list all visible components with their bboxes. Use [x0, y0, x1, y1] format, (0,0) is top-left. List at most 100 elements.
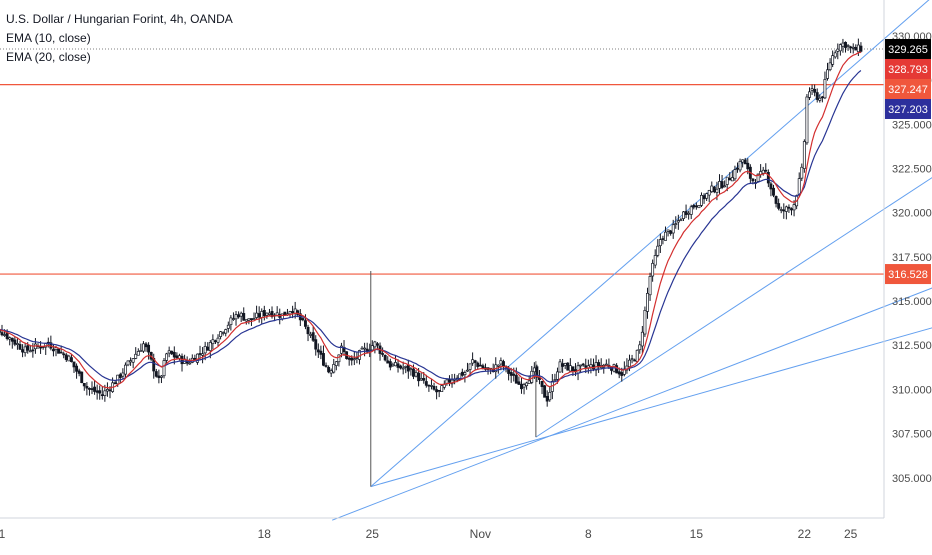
candle — [676, 214, 680, 230]
candle-body — [172, 352, 176, 358]
candle — [172, 346, 176, 365]
candle — [514, 367, 518, 384]
candle — [23, 343, 27, 357]
candle-body — [658, 239, 662, 247]
candle — [450, 373, 454, 388]
candle — [710, 181, 714, 194]
candle — [15, 337, 19, 350]
candle — [718, 174, 721, 194]
candle-body — [167, 350, 171, 354]
candle — [687, 210, 691, 220]
candle — [226, 321, 230, 333]
candle-body — [579, 364, 583, 367]
candle-body — [365, 348, 369, 353]
candle — [463, 370, 467, 383]
candle-body — [460, 371, 464, 376]
candle-body — [674, 223, 678, 225]
price-tag-bg — [885, 58, 931, 79]
candle — [67, 354, 71, 362]
indicator-ema20-label[interactable]: EMA (20, close) — [6, 50, 91, 64]
candle — [846, 44, 850, 51]
candle-body — [823, 79, 827, 99]
candle-body — [571, 366, 575, 371]
candle — [689, 204, 693, 220]
candle-body — [100, 394, 104, 397]
candle — [764, 163, 768, 174]
candle — [633, 358, 637, 362]
candle — [31, 343, 35, 358]
candle — [756, 173, 760, 182]
candle — [445, 379, 449, 386]
candle — [777, 198, 781, 211]
candle — [592, 358, 595, 372]
candle-body — [499, 360, 503, 365]
candle — [728, 172, 732, 181]
candle-body — [833, 52, 837, 58]
candle — [430, 378, 433, 390]
candle — [332, 358, 336, 374]
candle-body — [288, 311, 292, 315]
candle — [671, 219, 675, 239]
price-tag-label: 316.528 — [888, 269, 928, 281]
candle — [568, 358, 572, 373]
candle-body — [69, 357, 73, 362]
candle — [64, 353, 68, 362]
candle — [337, 354, 341, 367]
candle — [82, 382, 86, 391]
candle-body — [234, 314, 238, 320]
candle-body — [849, 46, 853, 49]
candle-body — [756, 173, 760, 182]
price-tag-bg — [885, 38, 931, 59]
candle — [77, 368, 81, 377]
candle — [553, 373, 557, 383]
candle — [841, 38, 845, 53]
candle-body — [831, 55, 835, 65]
candle — [319, 345, 323, 360]
candle-body — [844, 41, 847, 48]
candle-body — [250, 318, 253, 321]
candle-body — [664, 231, 667, 241]
candle — [787, 204, 791, 213]
candle-body — [340, 345, 343, 354]
candle-body — [383, 355, 387, 361]
candle — [831, 50, 835, 68]
candle-body — [334, 361, 338, 366]
candle-body — [95, 390, 99, 393]
candle-body — [445, 379, 449, 384]
candle-body — [23, 346, 27, 354]
candle — [388, 358, 392, 371]
candle-body — [188, 362, 192, 365]
candle — [738, 158, 742, 173]
candle-body — [620, 372, 624, 376]
candle-body — [710, 185, 714, 192]
candle — [484, 363, 487, 371]
candle — [170, 350, 174, 355]
candle — [496, 364, 500, 374]
candle-body — [723, 185, 727, 188]
candle — [370, 340, 374, 351]
candle — [327, 365, 331, 374]
candle-body — [13, 339, 17, 345]
candle-body — [108, 389, 112, 392]
candle-body — [718, 181, 721, 189]
indicator-ema10-label[interactable]: EMA (10, close) — [6, 31, 91, 45]
candle — [224, 328, 228, 337]
candle — [260, 308, 264, 324]
candle — [741, 159, 745, 168]
candle — [854, 44, 858, 51]
candle-body — [347, 357, 351, 360]
candle-body — [502, 361, 505, 368]
candle — [808, 87, 811, 101]
candle-body — [669, 230, 673, 234]
candle-body — [517, 381, 521, 385]
candle-body — [255, 312, 259, 318]
candle — [800, 163, 804, 182]
candle-body — [448, 379, 451, 383]
candle — [394, 355, 397, 367]
candle — [298, 309, 302, 326]
candle-body — [543, 385, 547, 398]
x-tick-label: 25 — [366, 527, 380, 541]
candle — [229, 315, 233, 331]
